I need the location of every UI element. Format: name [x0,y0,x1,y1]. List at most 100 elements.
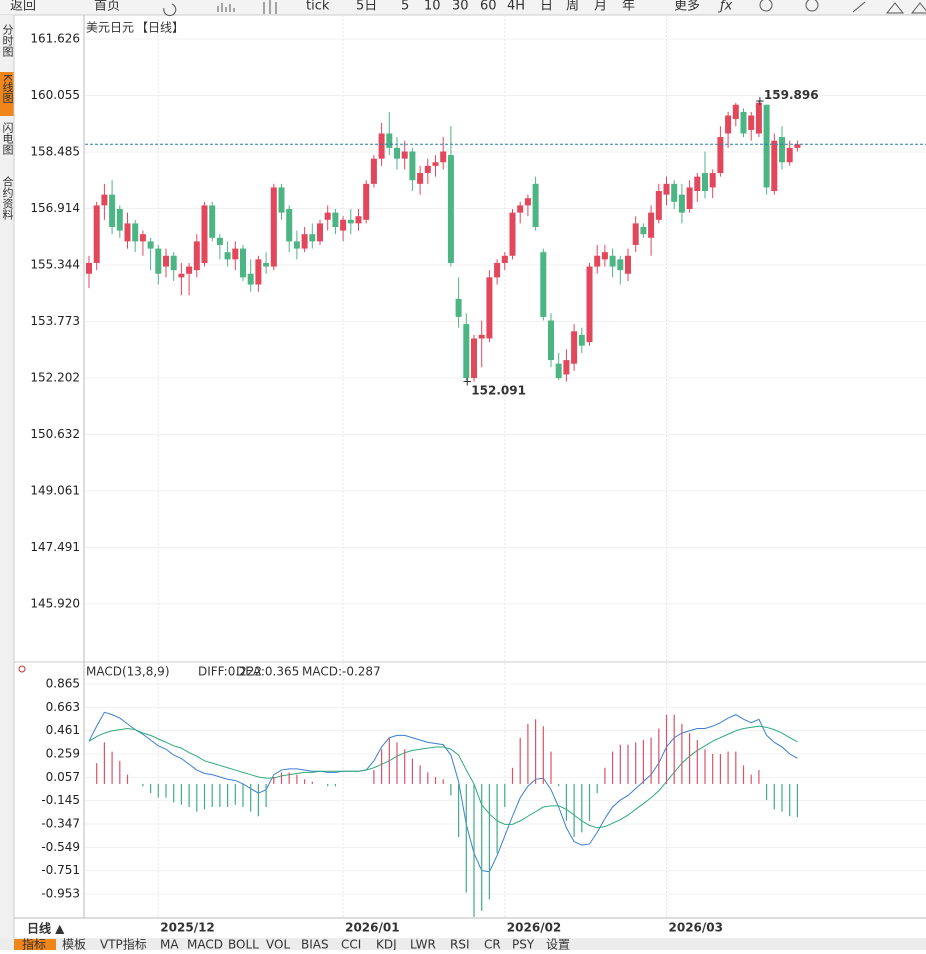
candle-body [594,255,601,267]
toolbar-button[interactable]: 周 [566,0,579,14]
candle-body [332,212,339,227]
fx-icon[interactable]: ƒx [717,0,733,14]
zoom-in[interactable] [805,0,819,12]
bar-icon[interactable] [217,3,235,12]
sidebar-tab[interactable]: K线图 [1,74,14,104]
candle-body [786,147,793,163]
x-tick-label: 2026/02 [507,921,561,935]
candle-icon[interactable] [263,0,277,14]
candle-body [732,104,739,120]
toolbar-button[interactable]: 更多 [674,0,700,14]
toolbar-button[interactable]: 首页 [94,0,120,14]
y-tick-label: -0.953 [41,886,80,900]
y-tick-label: 0.259 [46,746,80,760]
indicator-tab[interactable]: 设置 [546,938,570,952]
candle-body [409,151,416,181]
candle-body [548,320,554,361]
candle-body [255,259,262,285]
candle-body [663,183,670,195]
y-tick-label: -0.549 [41,840,80,854]
sidebar-active [0,72,14,116]
indicator-tab[interactable]: CR [484,938,501,952]
candle-body [763,104,770,188]
refresh-icon[interactable] [163,3,177,17]
sidebar [0,15,14,950]
candle-body [363,183,370,220]
candle-body [578,334,585,346]
shape-icons[interactable] [885,2,926,14]
candle-body [709,173,716,188]
candle-body [155,248,162,274]
y-tick-label: 0.057 [46,770,80,784]
toolbar-button[interactable]: 5日 [356,0,377,14]
indicator-tab[interactable]: MA [160,938,179,952]
y-tick-label: 160.055 [30,88,80,102]
candle-body [424,165,431,174]
toolbar-button[interactable]: 10 [424,0,441,14]
toolbar-button[interactable]: 5 [401,0,409,14]
toolbar-button[interactable]: 月 [594,0,607,14]
toolbar-button[interactable]: 30 [452,0,469,14]
candle-body [678,194,685,213]
candle-body [794,144,801,148]
indicator-tab[interactable]: KDJ [376,938,397,952]
tab-active[interactable] [14,939,56,950]
candle-body [524,198,531,206]
y-tick-label: 153.773 [30,314,80,328]
indicator-tab[interactable]: 指标 [22,937,46,952]
candle-body [309,234,316,242]
y-tick-label: 149.061 [30,483,80,497]
indicator-tab[interactable]: BOLL [228,938,259,952]
indicator-tab[interactable]: PSY [512,938,535,952]
indicator-tab[interactable]: LWR [410,938,436,952]
candle-body [147,241,154,249]
candle-body [640,226,647,235]
toolbar-button[interactable]: 4H [507,0,525,14]
zoom-out[interactable] [759,0,773,12]
indicator-tab[interactable]: VOL [266,938,290,952]
pen-icon[interactable] [852,1,866,13]
toolbar-button[interactable]: tick [306,0,330,14]
indicator-tab[interactable]: CCI [341,938,361,952]
sidebar-tab[interactable]: 分时图 [1,24,14,58]
period-button[interactable]: 日线 ▲ [27,921,65,936]
toolbar-button[interactable]: 60 [480,0,497,14]
candle-body [478,334,485,339]
candle-body [394,147,400,159]
candle-body [586,266,593,343]
candle-body [216,237,223,245]
candle-body [170,255,177,271]
y-tick-label: 0.865 [46,677,80,691]
chart-subtitle: 【日线】 [136,21,184,35]
candle-body [317,223,323,242]
toolbar-button[interactable]: 日 [540,0,553,14]
candle-body [386,133,393,148]
indicator-tab[interactable]: VTP指标 [100,937,147,952]
indicator-tab[interactable]: RSI [450,938,470,952]
candle-body [224,252,231,260]
indicator-tab[interactable]: BIAS [301,938,329,952]
sidebar-tab[interactable]: 合约资料 [1,175,14,221]
x-tick-label: 2026/01 [345,921,399,935]
candle-body [671,183,678,202]
candle-body [702,173,708,192]
indicator-tab[interactable]: 模板 [62,938,86,952]
candle-body [532,183,539,227]
indicator-tab[interactable]: MACD [187,938,223,952]
toolbar-button[interactable]: 年 [622,0,635,14]
candle-body [178,273,185,278]
candle-body [93,205,100,263]
y-tick-label: -0.347 [41,816,80,830]
y-tick-label: -0.751 [41,863,80,877]
settings-icon[interactable] [18,665,26,673]
candle-body [771,140,778,192]
candle-body [740,111,747,134]
macd-line [88,711,798,873]
candle-body [370,158,377,184]
toolbar-button[interactable]: 返回 [10,0,36,14]
candle-body [293,241,300,249]
sidebar-tab[interactable]: 闪电图 [1,121,14,156]
candle-body [694,176,701,192]
y-tick-label: 147.491 [30,540,80,554]
candle-body [455,298,462,317]
